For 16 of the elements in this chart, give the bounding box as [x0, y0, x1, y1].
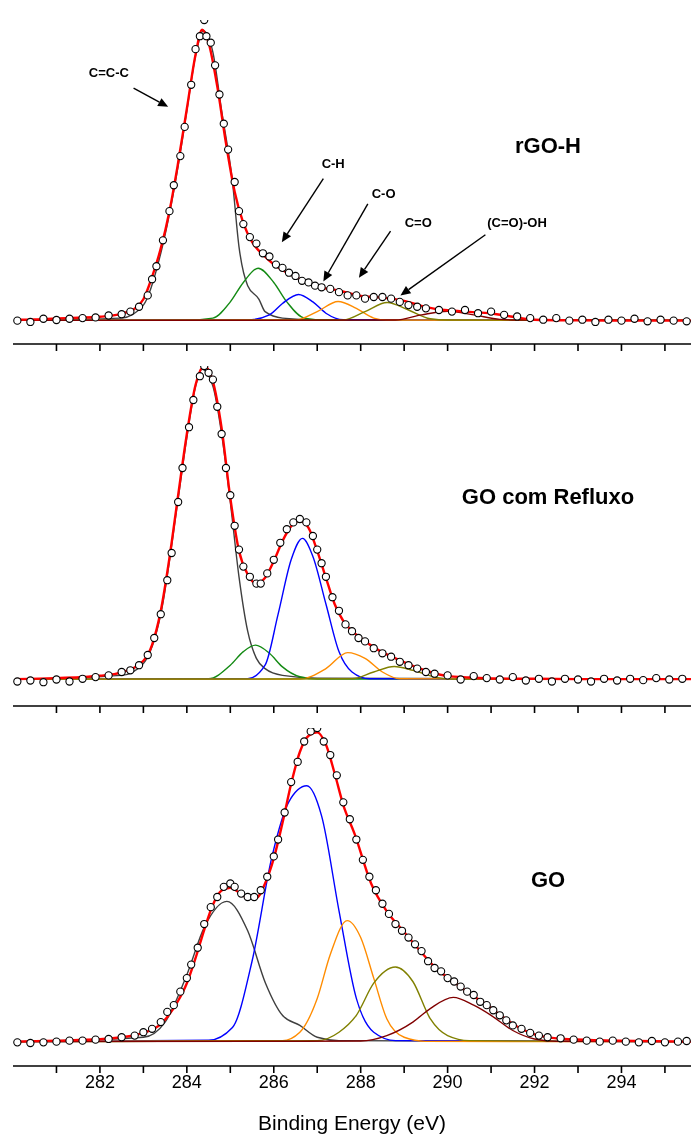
x-axis-title: Binding Energy (eV)	[258, 1111, 446, 1134]
annotation: C=C-C	[88, 65, 130, 81]
x-tick-label: 284	[171, 1071, 202, 1092]
annotation: C-O	[371, 185, 396, 201]
text: rGO-H	[514, 133, 582, 159]
x-tick-label: 292	[519, 1071, 550, 1092]
text: GO com Refluxo	[460, 484, 636, 510]
x-tick-label: 288	[345, 1071, 376, 1092]
annotation: C=O	[404, 214, 432, 230]
x-tick-label: 282	[84, 1071, 115, 1092]
annotation: (C=O)-OH	[487, 214, 547, 230]
x-tick-label: 294	[606, 1071, 637, 1092]
text: GO	[529, 867, 567, 893]
x-tick-label: 286	[258, 1071, 289, 1092]
x-tick-label: 290	[432, 1071, 463, 1092]
annotation: C-H	[321, 155, 345, 171]
